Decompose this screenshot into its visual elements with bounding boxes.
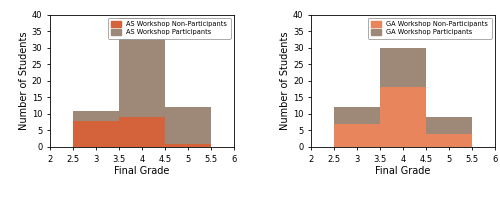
Bar <box>334 124 380 147</box>
Bar <box>119 117 165 147</box>
X-axis label: Final Grade: Final Grade <box>376 166 430 176</box>
X-axis label: Final Grade: Final Grade <box>114 166 170 176</box>
Bar <box>380 48 426 147</box>
Bar <box>380 87 426 147</box>
Bar <box>165 144 211 147</box>
Legend: AS Workshop Non-Participants, AS Workshop Participants: AS Workshop Non-Participants, AS Worksho… <box>108 18 230 39</box>
Y-axis label: Number of Students: Number of Students <box>19 32 29 130</box>
Bar <box>426 117 472 147</box>
Bar <box>119 18 165 147</box>
Bar <box>165 107 211 147</box>
Bar <box>334 107 380 147</box>
Y-axis label: Number of Students: Number of Students <box>280 32 290 130</box>
Bar <box>73 121 119 147</box>
Bar <box>426 134 472 147</box>
Legend: GA Workshop Non-Participants, GA Workshop Participants: GA Workshop Non-Participants, GA Worksho… <box>368 18 492 39</box>
Bar <box>73 111 119 147</box>
